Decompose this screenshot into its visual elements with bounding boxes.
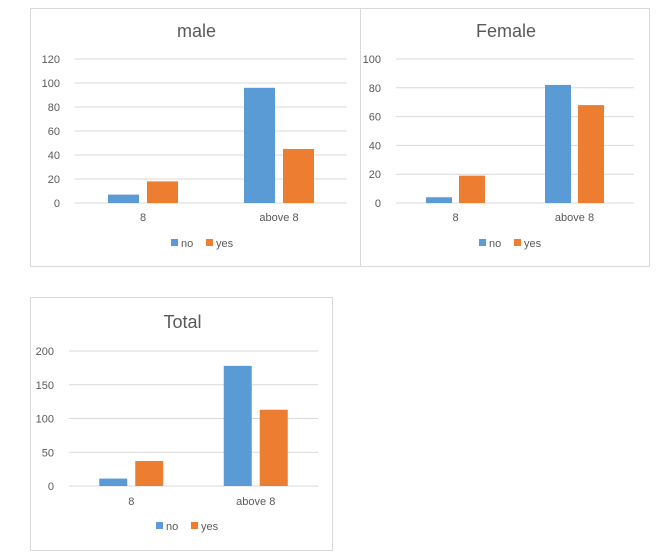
bar-yes-8 — [459, 175, 485, 203]
y-tick-label: 40 — [48, 150, 60, 162]
y-tick-label: 0 — [375, 198, 381, 210]
legend-label-yes: yes — [201, 521, 219, 533]
y-tick-label: 40 — [369, 140, 381, 152]
x-category-label: 8 — [128, 496, 134, 508]
chart-title: Female — [476, 21, 536, 41]
bar-yes-8 — [135, 461, 164, 486]
bar-chart-male: male 0 20 40 60 80 100 120 8 above 8 no yes — [42, 21, 347, 250]
bar-no-above-8 — [545, 84, 571, 203]
bar-yes-above-8 — [259, 409, 288, 486]
y-tick-label: 100 — [363, 54, 381, 66]
chart-title: Total — [163, 312, 201, 332]
y-tick-label: 100 — [42, 78, 60, 90]
y-tick-label: 80 — [369, 83, 381, 95]
bar-yes-above-8 — [578, 105, 604, 203]
chart-panel-female: Female 0 20 40 60 80 100 8 above 8 no yes — [360, 8, 650, 267]
bar-no-8 — [108, 194, 139, 203]
y-tick-label: 0 — [48, 481, 54, 493]
x-category-label: above 8 — [236, 496, 275, 508]
y-tick-label: 20 — [48, 174, 60, 186]
chart-title: male — [177, 21, 216, 41]
legend-swatch-no — [479, 239, 486, 246]
legend-label-yes: yes — [524, 238, 542, 250]
bar-chart-total: Total 0 50 100 150 200 8 above 8 no yes — [36, 312, 318, 533]
y-tick-label: 60 — [369, 112, 381, 124]
legend-label-no: no — [166, 521, 178, 533]
y-tick-label: 60 — [48, 126, 60, 138]
legend-swatch-yes — [206, 239, 213, 246]
bar-yes-8 — [147, 181, 178, 203]
chart-panel-total: Total 0 50 100 150 200 8 above 8 no yes — [30, 297, 333, 551]
legend-swatch-yes — [191, 522, 198, 529]
y-tick-label: 50 — [42, 447, 54, 459]
chart-panel-male: male 0 20 40 60 80 100 120 8 above 8 no yes — [30, 8, 361, 267]
bar-yes-above-8 — [283, 149, 314, 203]
y-tick-label: 0 — [54, 198, 60, 210]
y-tick-label: 100 — [36, 414, 54, 426]
x-category-label: 8 — [452, 212, 458, 224]
bar-chart-female: Female 0 20 40 60 80 100 8 above 8 no yes — [363, 21, 634, 250]
bar-no-above-8 — [223, 365, 252, 486]
legend-label-yes: yes — [216, 238, 234, 250]
y-tick-label: 200 — [36, 346, 54, 358]
y-tick-label: 20 — [369, 169, 381, 181]
legend-swatch-yes — [514, 239, 521, 246]
legend-swatch-no — [171, 239, 178, 246]
bar-no-8 — [426, 197, 452, 203]
y-tick-label: 150 — [36, 380, 54, 392]
bar-no-above-8 — [244, 87, 275, 203]
y-tick-label: 120 — [42, 54, 60, 66]
bar-no-8 — [99, 478, 128, 486]
x-category-label: above 8 — [555, 212, 594, 224]
legend-label-no: no — [489, 238, 501, 250]
x-category-label: above 8 — [259, 212, 298, 224]
legend-swatch-no — [156, 522, 163, 529]
x-category-label: 8 — [140, 212, 146, 224]
y-tick-label: 80 — [48, 102, 60, 114]
legend-label-no: no — [181, 238, 193, 250]
